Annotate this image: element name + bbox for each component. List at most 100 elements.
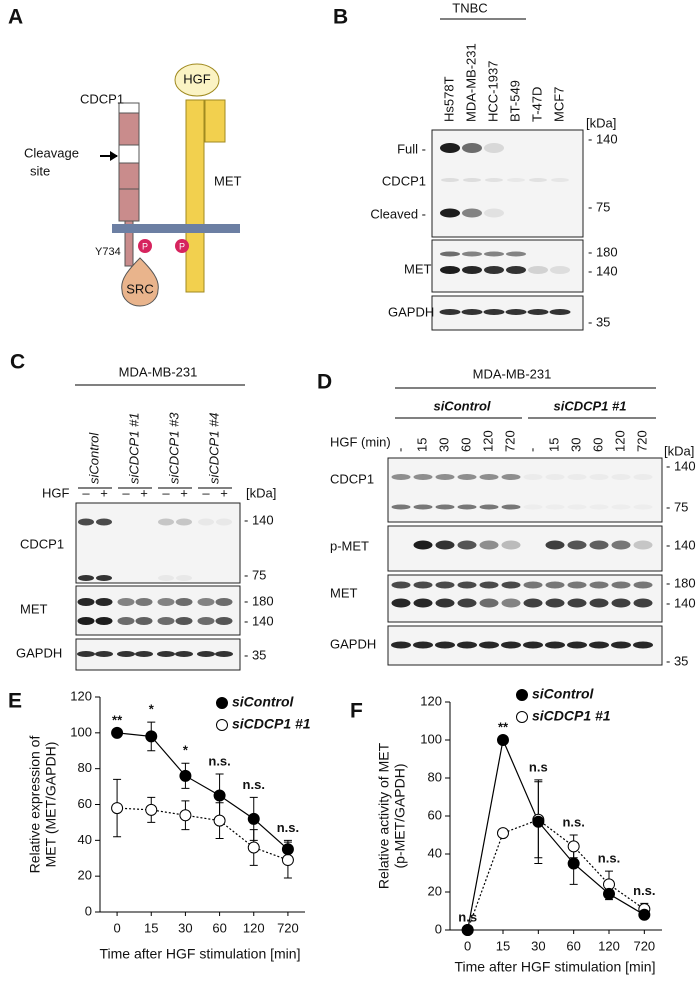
blot-band xyxy=(95,598,113,606)
blot-band xyxy=(457,540,477,550)
x-tick-label: 720 xyxy=(633,938,655,953)
x-axis-label: Time after HGF stimulation [min] xyxy=(455,959,656,975)
blot-band xyxy=(95,651,113,657)
blot-band xyxy=(197,617,215,625)
annotation: * xyxy=(183,743,189,758)
blot-band xyxy=(77,617,95,625)
legend-label: siCDCP1 #1 xyxy=(232,716,311,732)
blot-band xyxy=(391,598,411,608)
label: - 35 xyxy=(244,647,266,662)
blot-band xyxy=(391,581,411,589)
blot-band xyxy=(158,575,174,581)
label: Cleavage xyxy=(24,145,79,160)
marker xyxy=(532,815,545,828)
marker xyxy=(111,802,124,815)
blot-band xyxy=(527,309,549,315)
y-tick-label: 40 xyxy=(78,832,92,847)
label: - 140 xyxy=(244,512,274,527)
blot-band xyxy=(457,598,477,608)
label: – xyxy=(162,485,170,500)
lane-label: 720 xyxy=(502,430,517,452)
marker xyxy=(603,887,615,900)
blot-band xyxy=(545,581,565,589)
lane-label: 15 xyxy=(414,438,429,452)
y-axis-label: Relative expression of xyxy=(27,736,43,874)
label: - 140 xyxy=(666,458,696,473)
blot-band xyxy=(435,581,455,589)
blot-band xyxy=(215,617,233,625)
blot-band xyxy=(117,617,135,625)
blot-band xyxy=(545,598,565,608)
label: MDA-MB-231 xyxy=(473,366,552,381)
lane-label: 15 xyxy=(546,438,561,452)
series-line xyxy=(467,737,645,931)
label: Cleaved - xyxy=(370,206,426,221)
blot-band xyxy=(550,266,570,274)
y-tick-label: 120 xyxy=(70,688,92,703)
label: HGF xyxy=(42,485,70,500)
blot-band xyxy=(391,474,411,480)
lane-label: BT-549 xyxy=(507,80,522,122)
blot-band xyxy=(483,309,505,315)
blot-band xyxy=(501,474,521,480)
blot-band xyxy=(479,540,499,550)
label: - 75 xyxy=(244,567,266,582)
label: SRC xyxy=(126,281,153,296)
blot-band xyxy=(501,540,521,550)
legend-marker xyxy=(516,711,528,723)
blot-band xyxy=(96,518,112,526)
blot-band xyxy=(435,474,455,480)
lane-label: - xyxy=(392,448,407,452)
blot-band xyxy=(611,581,631,589)
label: - 75 xyxy=(666,499,688,514)
annotation: n.s. xyxy=(208,753,230,768)
label: CDCP1 xyxy=(382,173,426,188)
blot-band xyxy=(551,178,569,182)
series-line xyxy=(117,807,289,861)
blot-band xyxy=(567,474,587,480)
blot-band xyxy=(589,474,609,480)
label: TNBC xyxy=(452,0,487,15)
legend-label: siControl xyxy=(232,694,295,710)
legend-marker xyxy=(216,719,228,731)
blot-band xyxy=(135,651,153,657)
marker xyxy=(111,726,124,739)
blot-band xyxy=(413,540,433,550)
blot-band xyxy=(523,641,543,649)
blot-band xyxy=(96,575,112,581)
label: - 180 xyxy=(588,244,618,259)
marker xyxy=(638,908,651,921)
annotation: * xyxy=(149,702,155,717)
y-tick-label: 60 xyxy=(428,807,442,822)
blot-band xyxy=(198,518,214,526)
label: GAPDH xyxy=(388,304,434,319)
membrane xyxy=(112,224,240,233)
blot-band xyxy=(589,598,609,608)
lane-label: 30 xyxy=(436,438,451,452)
blot-band xyxy=(117,651,135,657)
label: - 140 xyxy=(588,263,618,278)
lane-label: Hs578T xyxy=(441,76,456,122)
blot-band xyxy=(175,598,193,606)
blot-band xyxy=(633,474,653,480)
label: HGF (min) xyxy=(330,434,391,449)
schematic xyxy=(100,63,240,307)
label: – xyxy=(122,485,130,500)
label: [kDa] xyxy=(664,443,694,458)
blot-band xyxy=(567,581,587,589)
blot-band xyxy=(462,143,482,153)
y-axis-label: Relative activity of MET xyxy=(376,742,392,889)
blot-band xyxy=(457,504,477,510)
label: p-MET xyxy=(330,538,369,553)
label: CDCP1 xyxy=(20,536,64,551)
blot-band xyxy=(523,598,543,608)
blot-band xyxy=(523,474,543,480)
lane-label: siCDCP1 #4 xyxy=(206,412,221,484)
annotation: n.s. xyxy=(243,777,265,792)
blot-band xyxy=(484,143,504,153)
label: - 35 xyxy=(666,653,688,668)
marker xyxy=(497,827,509,840)
blot-band xyxy=(633,641,653,649)
blot-band xyxy=(135,617,153,625)
x-tick-label: 30 xyxy=(531,938,545,953)
